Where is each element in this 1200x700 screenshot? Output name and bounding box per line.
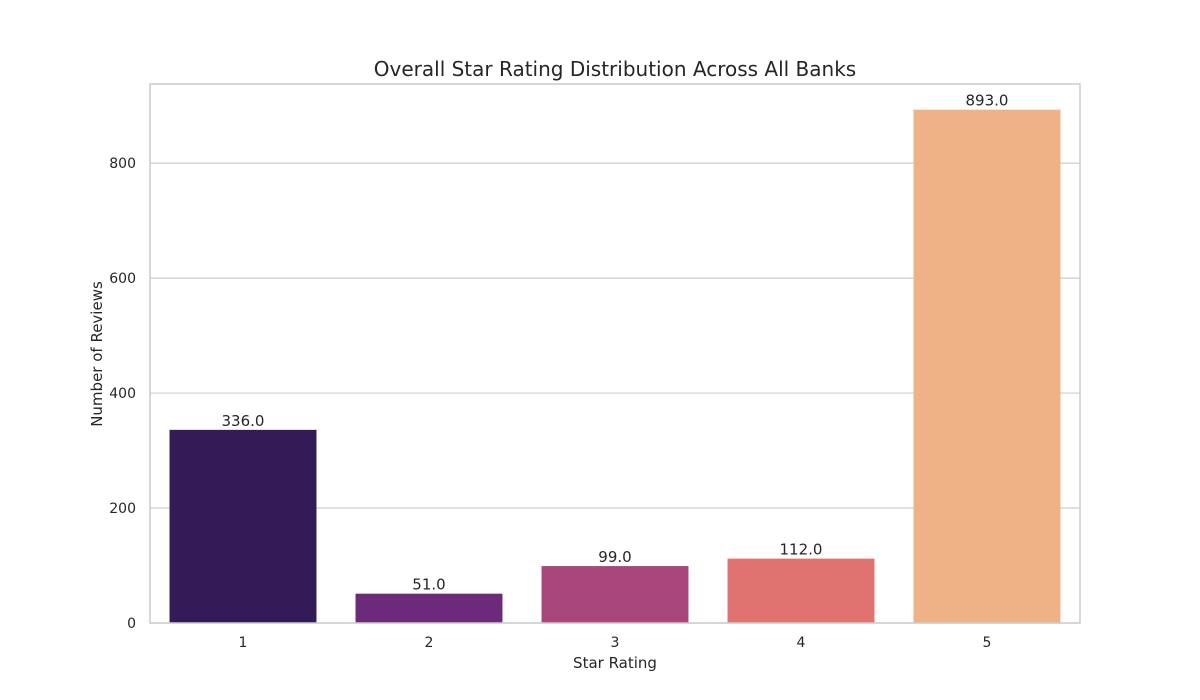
x-tick-label-5: 5 [983,635,992,651]
bar-5 [913,109,1061,623]
x-tick-label-4: 4 [797,635,806,651]
chart-title: Overall Star Rating Distribution Across … [374,57,856,81]
y-axis-label: Number of Reviews [88,281,106,427]
x-tick-label-3: 3 [611,635,620,651]
data-labels: 336.0 51.0 99.0 112.0 893.0 [222,92,1009,594]
x-axis-label: Star Rating [573,654,657,672]
y-tick-label-200: 200 [109,501,136,517]
y-tick-label-0: 0 [127,616,136,632]
bar-1 [169,429,317,623]
y-tick-label-600: 600 [109,271,136,287]
x-tick-label-1: 1 [239,635,248,651]
bar-3 [541,566,689,623]
bar-4 [727,558,875,623]
bar-2 [355,593,503,623]
y-tick-label-800: 800 [109,156,136,172]
bars [169,109,1061,623]
x-axis-ticks: 1 2 3 4 5 [239,635,992,651]
data-label-1: 336.0 [222,412,265,430]
x-tick-label-2: 2 [425,635,434,651]
y-axis-ticks: 0 200 400 600 800 [109,156,136,632]
data-label-2: 51.0 [412,576,445,594]
y-tick-label-400: 400 [109,386,136,402]
data-label-5: 893.0 [966,92,1009,110]
data-label-4: 112.0 [780,541,823,559]
plot-frame [149,83,1081,624]
data-label-3: 99.0 [598,548,631,566]
